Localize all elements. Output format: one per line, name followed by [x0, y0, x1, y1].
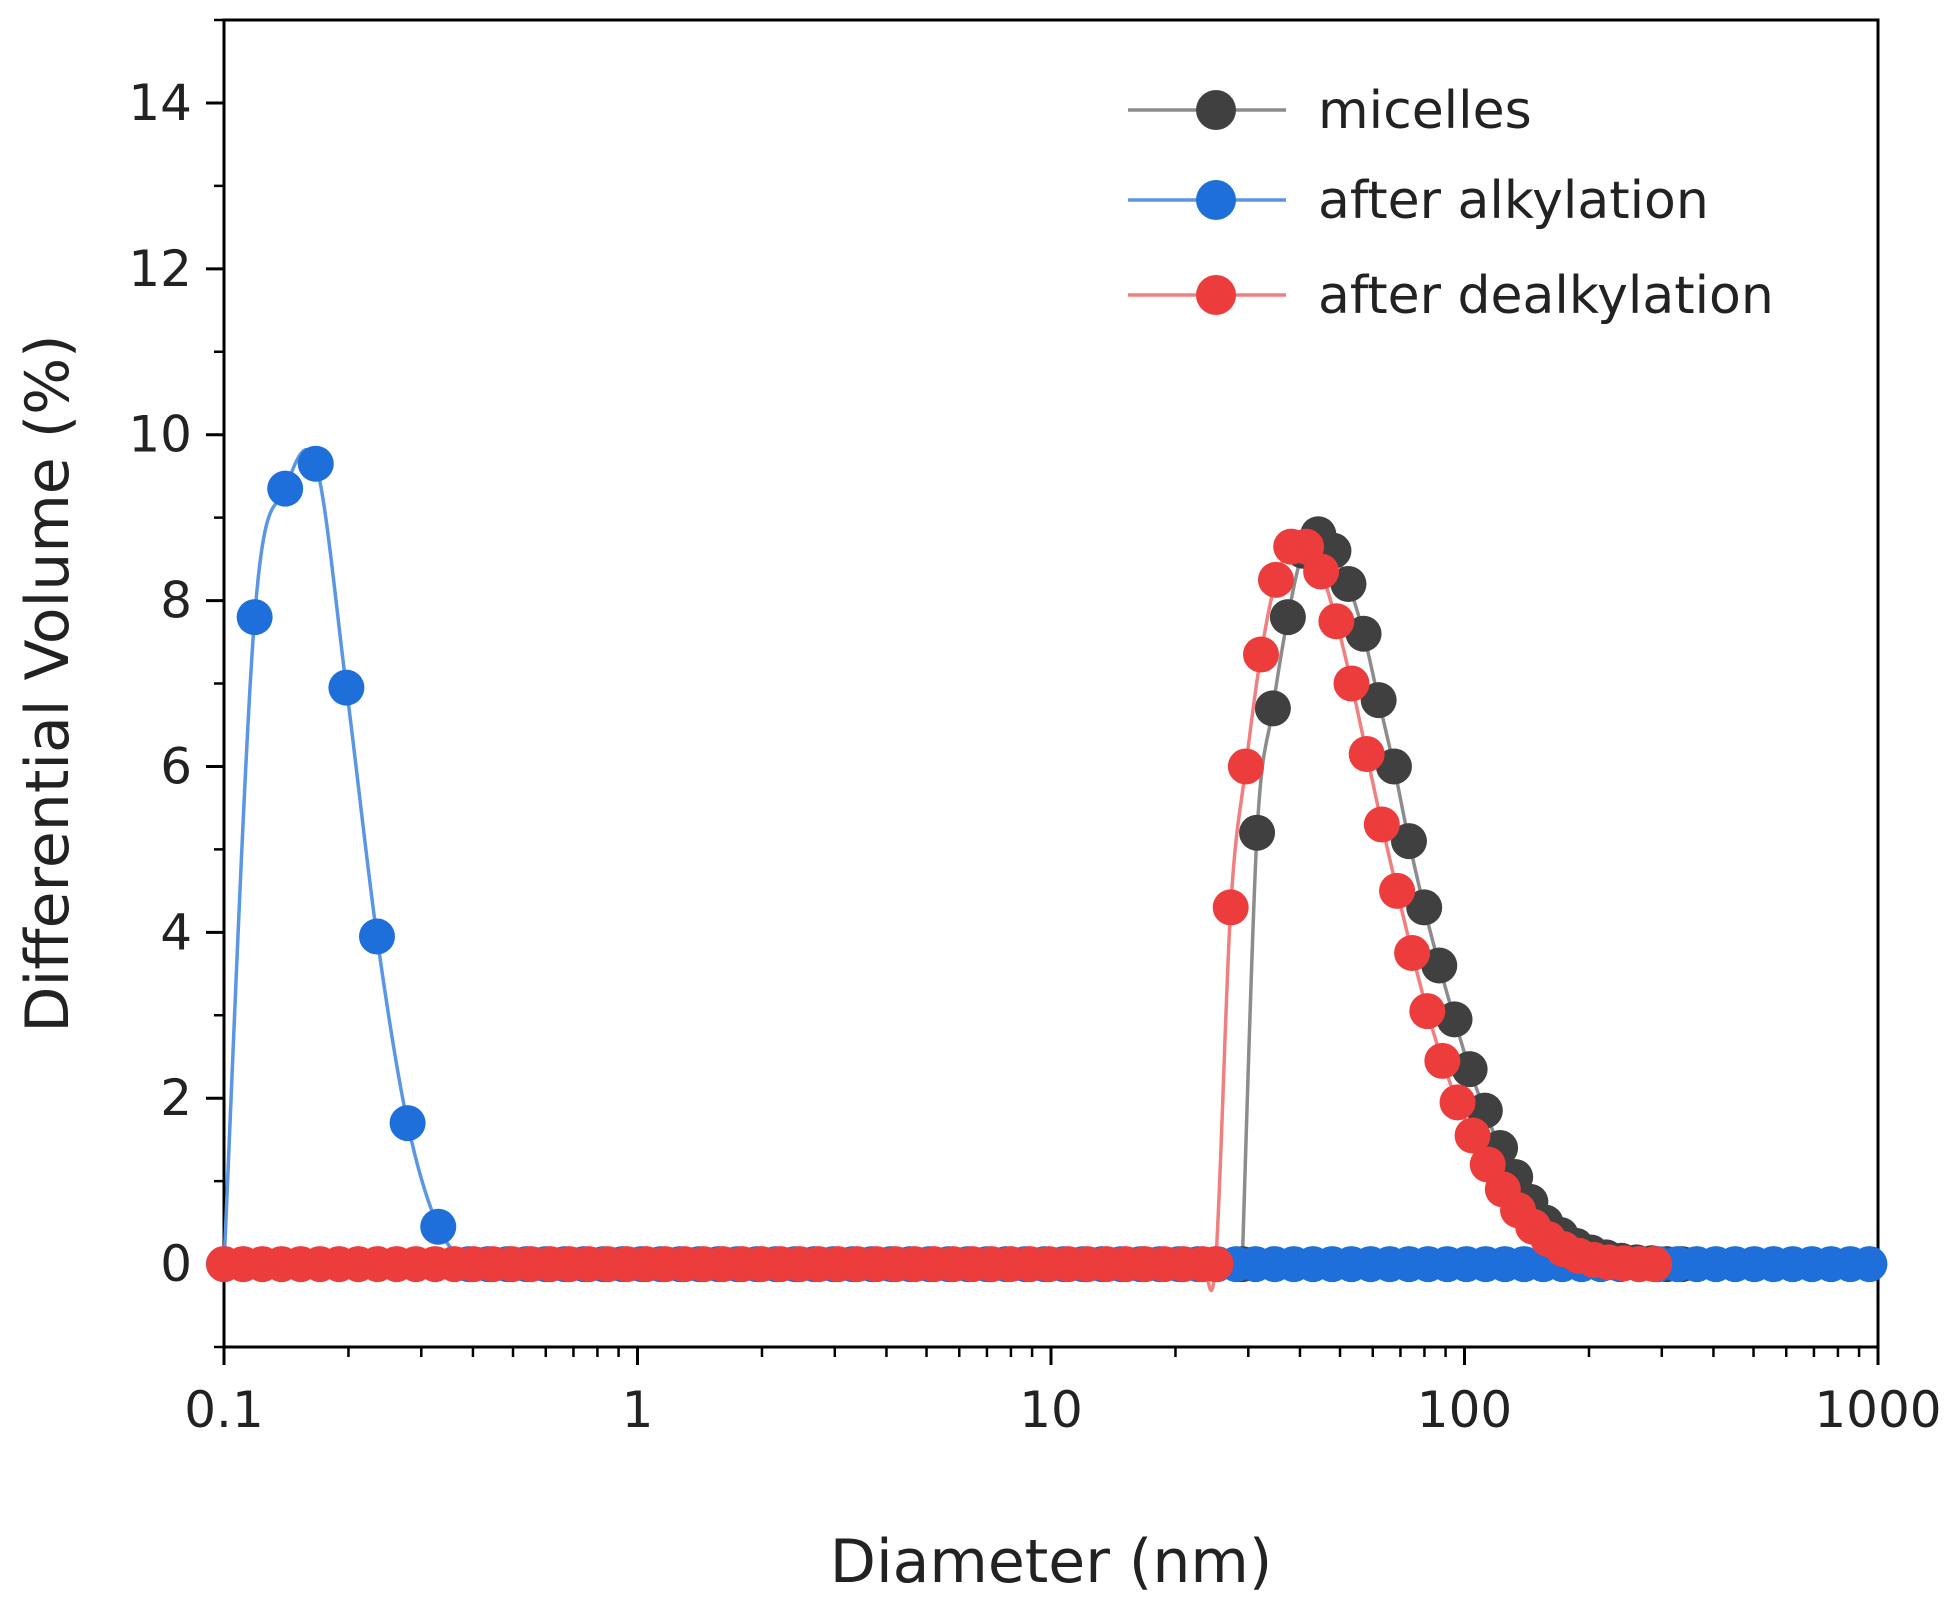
data-point — [420, 1208, 457, 1245]
data-point — [1390, 823, 1427, 860]
data-point — [1239, 814, 1276, 851]
legend-item: after alkylation — [1128, 171, 1709, 231]
data-point — [1333, 665, 1370, 702]
x-tick-label: 1000 — [1814, 1381, 1941, 1439]
series-line — [223, 541, 1655, 1293]
data-point — [267, 470, 304, 507]
series-after-dealkylation — [206, 528, 1673, 1293]
legend-marker — [1196, 275, 1236, 315]
data-point — [1636, 1246, 1673, 1283]
data-point — [1303, 553, 1340, 590]
data-point — [328, 669, 365, 706]
x-axis-title: Diameter (nm) — [830, 1527, 1272, 1597]
y-axis-title: Differential Volume (%) — [13, 334, 83, 1032]
legend-label: after dealkylation — [1318, 266, 1774, 326]
data-point — [1454, 1117, 1491, 1154]
legend-item: micelles — [1128, 81, 1532, 141]
legend-item: after dealkylation — [1128, 266, 1774, 326]
data-point — [1439, 1084, 1476, 1121]
series-layer — [206, 445, 1888, 1293]
series-after-alkylation — [206, 445, 1888, 1283]
data-point — [1212, 889, 1249, 926]
y-tick-label: 8 — [160, 572, 192, 630]
data-point — [1227, 748, 1264, 785]
data-point — [1379, 872, 1416, 909]
data-point — [1409, 993, 1446, 1030]
data-point — [1348, 735, 1385, 772]
x-tick-label: 100 — [1417, 1381, 1512, 1439]
data-point — [358, 918, 395, 955]
data-point — [1197, 1246, 1234, 1283]
data-point — [297, 445, 334, 482]
x-tick-label: 0.1 — [184, 1381, 264, 1439]
data-point — [1421, 947, 1458, 984]
data-point — [1269, 599, 1306, 636]
data-point — [1318, 603, 1355, 640]
y-tick-label: 14 — [128, 74, 192, 132]
series-micelles — [1224, 516, 1700, 1283]
data-point — [1360, 682, 1397, 719]
data-point — [1330, 565, 1367, 602]
y-tick-label: 12 — [128, 240, 192, 298]
data-point — [1345, 615, 1382, 652]
axes-layer: 0 2 4 6 8 10 12 14 0.1 1 10 100 1000 — [128, 18, 1942, 1439]
data-point — [1257, 561, 1294, 598]
data-point — [1851, 1246, 1888, 1283]
x-tick-label: 1 — [622, 1381, 654, 1439]
x-tick-label: 10 — [1019, 1381, 1083, 1439]
data-point — [1254, 690, 1291, 727]
legend-label: micelles — [1318, 81, 1532, 141]
series-line — [222, 447, 1870, 1269]
legend: micelles after alkylation after dealkylati… — [1128, 81, 1774, 326]
data-point — [1451, 1051, 1488, 1088]
legend-label: after alkylation — [1318, 171, 1709, 231]
data-point — [1436, 1001, 1473, 1038]
data-point — [1375, 748, 1412, 785]
data-point — [1406, 889, 1443, 926]
y-tick-label: 0 — [160, 1235, 192, 1293]
data-point — [1363, 806, 1400, 843]
y-tick-label: 10 — [128, 406, 192, 464]
legend-marker — [1196, 90, 1236, 130]
data-point — [1242, 636, 1279, 673]
series-line — [1240, 532, 1682, 1266]
data-point — [1394, 935, 1431, 972]
y-tick-label: 6 — [160, 737, 192, 795]
data-point — [1424, 1042, 1461, 1079]
data-point — [236, 599, 273, 636]
data-point — [389, 1105, 426, 1142]
y-tick-label: 2 — [160, 1069, 192, 1127]
y-tick-label: 4 — [160, 903, 192, 961]
legend-marker — [1196, 180, 1236, 220]
